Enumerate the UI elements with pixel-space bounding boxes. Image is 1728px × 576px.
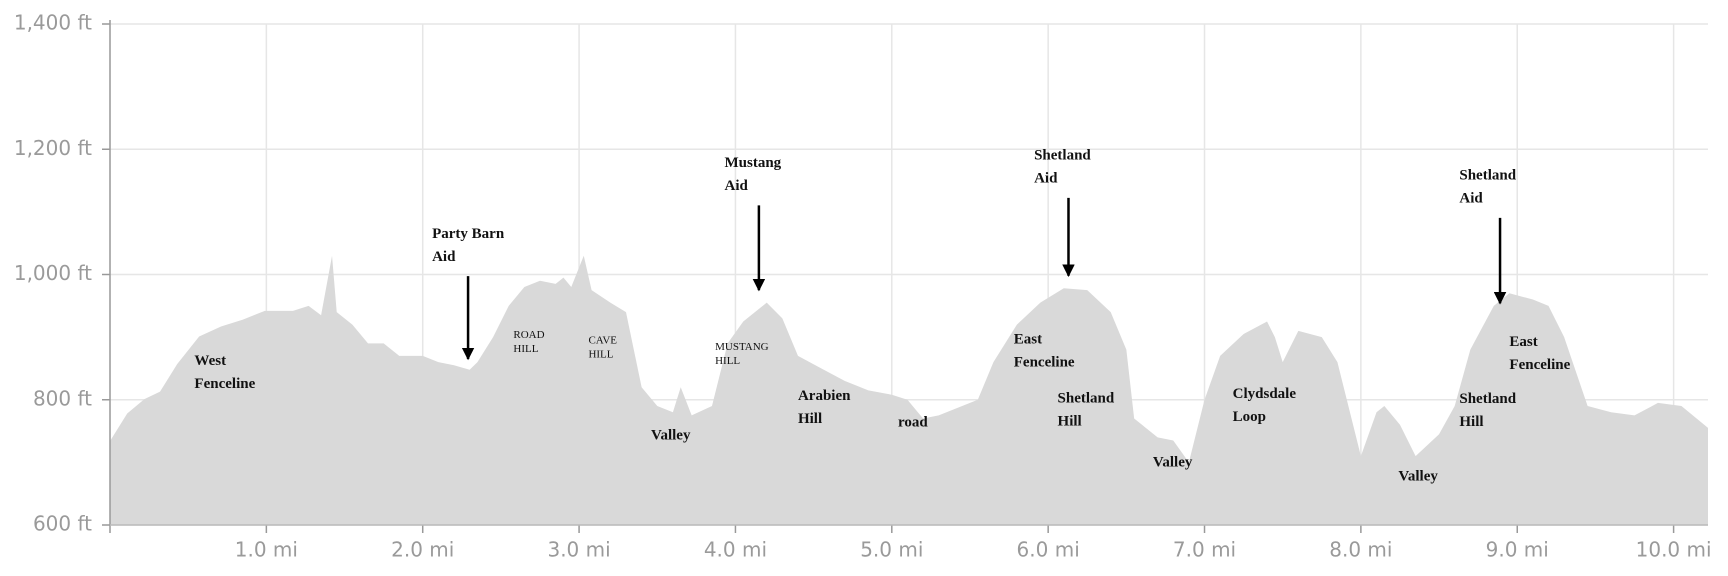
annotation-text: Fenceline [1014, 355, 1075, 371]
annotation-text: Fenceline [1509, 357, 1570, 373]
annotation-text: Shetland [1459, 391, 1516, 407]
x-tick-label: 3.0 mi [547, 538, 610, 562]
x-tick-label: 2.0 mi [391, 538, 454, 562]
annotation-text: Mustang [724, 155, 781, 171]
annotation-text: Aid [1034, 170, 1058, 186]
annotation-text: Aid [432, 249, 456, 265]
x-tick-label: 4.0 mi [704, 538, 767, 562]
annotation-text: MUSTANG [715, 341, 769, 353]
annotation-text: Arabien [798, 388, 851, 404]
annotation-text: Hill [1058, 413, 1082, 429]
annotation-text: Shetland [1034, 147, 1091, 163]
y-tick-label: 600 ft [33, 512, 92, 536]
annotation-text: road [898, 414, 928, 430]
annotation-text: Valley [1398, 469, 1438, 485]
annotation-text: East [1014, 332, 1042, 348]
annotation-text: Aid [724, 178, 748, 194]
annotation-text: Aid [1459, 191, 1483, 207]
annotation-text: Hill [1459, 414, 1483, 430]
annotation-text: Shetland [1058, 390, 1115, 406]
x-tick-label: 7.0 mi [1173, 538, 1236, 562]
y-tick-label: 800 ft [33, 386, 92, 410]
annotation-text: Valley [651, 427, 691, 443]
x-tick-label: 5.0 mi [860, 538, 923, 562]
y-tick-label: 1,000 ft [14, 261, 92, 285]
annotation-text: HILL [715, 355, 740, 367]
x-tick-label: 9.0 mi [1486, 538, 1549, 562]
annotation-text: HILL [588, 349, 613, 361]
x-tick-label: 1.0 mi [235, 538, 298, 562]
annotation-text: Valley [1153, 454, 1193, 470]
annotation-text: Party Barn [432, 226, 505, 242]
y-tick-label: 1,400 ft [14, 11, 92, 35]
x-tick-label: 10.0 mi [1636, 538, 1712, 562]
annotation-text: Loop [1233, 409, 1266, 425]
annotation-text: East [1509, 334, 1537, 350]
elevation-area [110, 255, 1708, 525]
y-tick-label: 1,200 ft [14, 136, 92, 160]
annotation-text: HILL [513, 343, 538, 355]
annotation-text: ROAD [513, 329, 544, 341]
annotation-text: Shetland [1459, 168, 1516, 184]
annotation-text: Fenceline [194, 376, 255, 392]
x-tick-label: 6.0 mi [1017, 538, 1080, 562]
annotation-text: Clydsdale [1233, 386, 1297, 402]
annotation-text: Hill [798, 411, 822, 427]
annotation-text: West [194, 353, 226, 369]
x-tick-label: 8.0 mi [1329, 538, 1392, 562]
annotation-text: CAVE [588, 335, 617, 347]
